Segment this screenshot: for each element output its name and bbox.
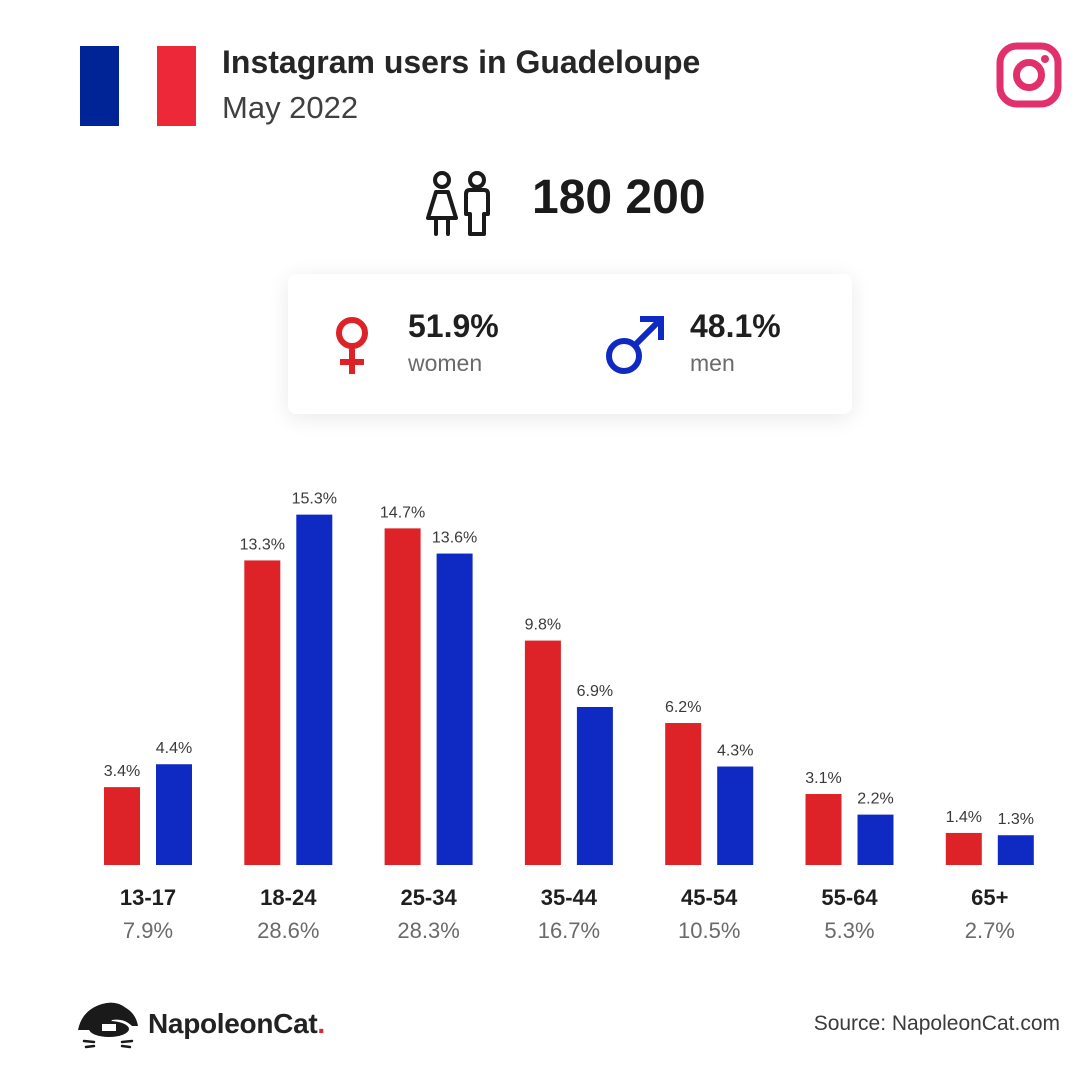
age-group-total-label: 10.5% xyxy=(678,918,740,943)
x-tick-label: 13-17 xyxy=(120,885,176,910)
age-group-total-label: 5.3% xyxy=(824,918,874,943)
bar xyxy=(104,787,140,865)
total-users-value: 180 200 xyxy=(532,171,706,224)
men-label: men xyxy=(690,350,735,376)
bar-value-label: 1.3% xyxy=(998,811,1034,828)
age-group-total-label: 28.6% xyxy=(257,918,319,943)
page-subtitle: May 2022 xyxy=(222,90,359,125)
bar xyxy=(665,723,702,865)
bar xyxy=(156,764,192,865)
age-group-total-label: 7.9% xyxy=(123,918,173,943)
napoleoncat-logo-icon xyxy=(78,1002,138,1049)
france-flag-icon xyxy=(80,46,197,126)
bar xyxy=(576,706,613,865)
bar-value-label: 13.3% xyxy=(240,536,285,553)
brand-name-dot: . xyxy=(317,1008,325,1039)
page-title: Instagram users in Guadeloupe xyxy=(222,44,701,80)
bar xyxy=(945,832,982,865)
bar-value-label: 4.4% xyxy=(156,740,192,757)
bar xyxy=(244,560,281,865)
gender-split-card: 51.9% women 48.1% men xyxy=(288,274,852,414)
women-percent: 51.9% xyxy=(408,308,499,344)
women-label: women xyxy=(408,350,483,376)
bar xyxy=(524,640,561,865)
x-tick-label: 45-54 xyxy=(681,885,738,910)
bar-value-label: 4.3% xyxy=(717,743,753,760)
instagram-icon[interactable] xyxy=(996,42,1062,108)
men-percent: 48.1% xyxy=(690,308,781,344)
age-group-total-label: 2.7% xyxy=(965,918,1015,943)
bar xyxy=(436,553,473,865)
flag-stripe-red xyxy=(157,46,197,126)
bar-value-label: 14.7% xyxy=(380,504,425,521)
people-icon xyxy=(426,171,490,236)
bar xyxy=(805,794,842,865)
age-group-total-label: 28.3% xyxy=(397,918,459,943)
flag-stripe-blue xyxy=(80,46,119,126)
bar xyxy=(296,514,333,865)
source-note: Source: NapoleonCat.com xyxy=(813,1012,1060,1035)
bar-value-label: 6.9% xyxy=(577,683,613,700)
age-gender-bar-chart: 3.4% 4.4% 13-17 7.9% 13.3% 15.3% 18-24 28.6% 14.… xyxy=(104,491,1034,943)
brand-name: NapoleonCat. xyxy=(148,1008,325,1040)
bar xyxy=(857,814,894,865)
bar-value-label: 1.4% xyxy=(946,809,982,826)
age-group-total-label: 16.7% xyxy=(538,918,600,943)
x-tick-label: 65+ xyxy=(971,885,1008,910)
female-symbol-icon xyxy=(336,317,368,374)
bar-value-label: 3.1% xyxy=(805,770,841,787)
bar xyxy=(717,766,754,865)
x-tick-label: 55-64 xyxy=(821,885,878,910)
bar-value-label: 13.6% xyxy=(432,530,477,547)
bar-value-label: 3.4% xyxy=(104,763,140,780)
bar-value-label: 9.8% xyxy=(525,617,561,634)
bar-value-label: 2.2% xyxy=(857,791,893,808)
bar xyxy=(997,835,1034,865)
x-tick-label: 18-24 xyxy=(260,885,317,910)
bar-value-label: 15.3% xyxy=(292,491,337,508)
x-tick-label: 25-34 xyxy=(400,885,457,910)
brand-name-text: NapoleonCat xyxy=(148,1008,318,1039)
male-symbol-icon xyxy=(606,316,664,374)
bar xyxy=(384,528,421,865)
bar-value-label: 6.2% xyxy=(665,699,701,716)
flag-stripe-white xyxy=(118,46,158,126)
x-tick-label: 35-44 xyxy=(541,885,598,910)
